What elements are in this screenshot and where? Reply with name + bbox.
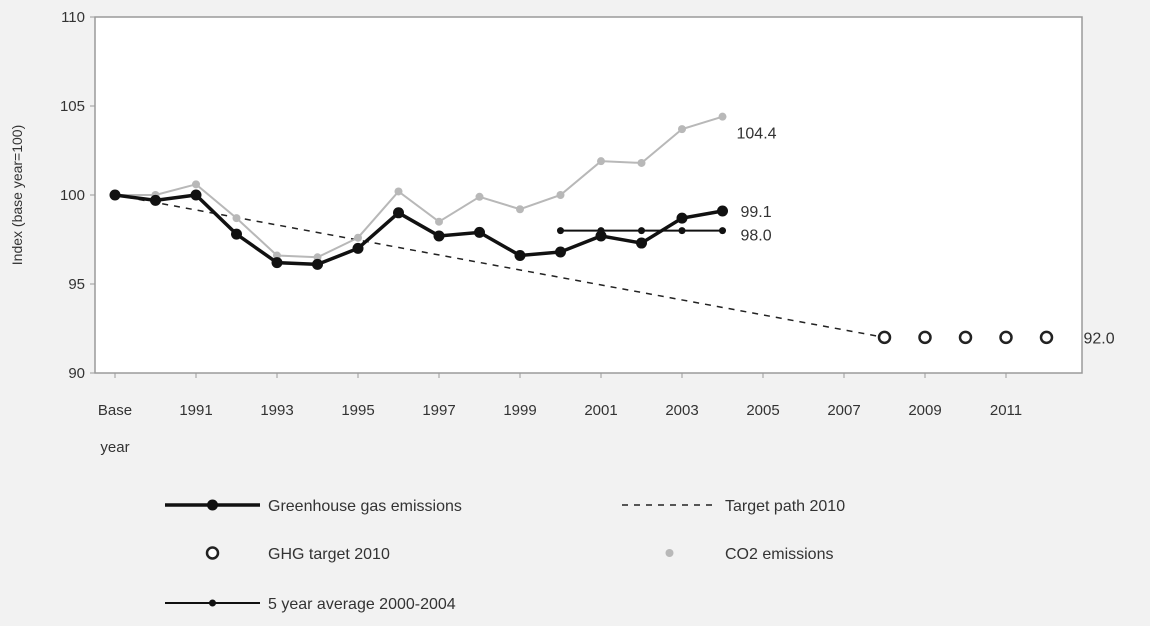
co2-point — [435, 217, 443, 226]
ghg-point — [636, 237, 647, 249]
legend-label: CO2 emissions — [725, 546, 833, 563]
x-tick-label: 2009 — [908, 402, 941, 419]
x-tick-label: 2005 — [746, 402, 779, 419]
ghg-point — [150, 194, 161, 206]
series-co2-line — [115, 115, 723, 259]
x-tick-label: 2011 — [990, 402, 1022, 419]
y-tick-label: 110 — [61, 9, 85, 26]
y-axis-label: Index (base year=100) — [9, 125, 25, 265]
x-tick-label: 2001 — [584, 402, 617, 419]
ghg-point — [109, 189, 121, 201]
co2-point — [475, 192, 484, 201]
avg-point — [638, 227, 645, 235]
series-ghg-line — [114, 193, 723, 267]
co2-point — [516, 205, 524, 214]
legend-item: CO2 emissions — [665, 546, 833, 563]
ghg-point — [433, 230, 445, 242]
x-tick-label: 1997 — [422, 402, 455, 419]
co2-point — [394, 187, 403, 196]
x-tick-label: 1993 — [260, 402, 293, 419]
co2-point — [556, 191, 565, 199]
y-tick-label: 90 — [68, 365, 85, 382]
co2-point — [637, 158, 646, 167]
x-tick-label: 1991 — [179, 402, 212, 419]
avg-point — [597, 227, 605, 235]
legend-marker — [207, 499, 218, 511]
co2-point — [718, 112, 727, 121]
ghg-point — [474, 226, 485, 238]
co2-point — [354, 233, 362, 242]
co2-point — [192, 180, 200, 189]
legend-marker — [205, 546, 220, 560]
ghg-point — [312, 258, 323, 270]
ghg-point — [393, 207, 404, 219]
legend-item: Target path 2010 — [622, 498, 845, 515]
legend-label: Target path 2010 — [725, 498, 845, 515]
avg-point — [557, 227, 564, 235]
legend-item: 5 year average 2000-2004 — [165, 596, 456, 613]
legend-marker — [209, 599, 216, 607]
end-label-co2: 104.4 — [737, 126, 777, 143]
avg-point — [678, 227, 686, 235]
ghg-target-point — [958, 330, 973, 345]
ghg-point — [595, 230, 607, 242]
avg-point — [719, 227, 726, 235]
ghg-point — [231, 228, 242, 240]
plot-area — [94, 16, 1083, 374]
co2-point — [232, 214, 241, 223]
ghg-point — [271, 257, 283, 269]
legend-item: Greenhouse gas emissions — [165, 498, 462, 515]
x-tick-label: 1995 — [341, 402, 374, 419]
end-label-ghg: 99.1 — [741, 204, 772, 221]
ghg-target-point — [1039, 330, 1054, 345]
ghg-point — [190, 189, 202, 201]
y-tick-label: 105 — [60, 98, 85, 115]
end-label-5yr-average: 98.0 — [741, 228, 772, 245]
x-tick-label: Base — [98, 402, 132, 419]
legend-label: Greenhouse gas emissions — [268, 498, 462, 515]
ghg-point — [676, 212, 688, 224]
y-tick-label: 100 — [60, 187, 85, 204]
x-tick-label: 2003 — [665, 402, 698, 419]
legend-marker — [665, 549, 674, 557]
y-tick-label: 95 — [68, 276, 85, 293]
co2-point — [597, 157, 605, 166]
series-target-path-line — [114, 194, 885, 339]
x-tick-label: 2007 — [827, 402, 860, 419]
ghg-target-point — [877, 330, 892, 345]
legend-label: 5 year average 2000-2004 — [268, 596, 456, 613]
ghg-point — [555, 246, 566, 258]
ghg-point — [352, 242, 364, 254]
ghg-target-point — [999, 330, 1013, 345]
co2-point — [678, 125, 686, 134]
ghg-point — [514, 250, 526, 262]
x-tick-label: 1999 — [503, 402, 536, 419]
end-label-ghg-target: 92.0 — [1084, 330, 1115, 347]
ghg-target-point — [918, 330, 932, 345]
legend-label: GHG target 2010 — [268, 546, 390, 563]
ghg-point — [717, 205, 728, 217]
x-tick-label-2: year — [100, 439, 129, 456]
legend-item: GHG target 2010 — [205, 546, 390, 563]
